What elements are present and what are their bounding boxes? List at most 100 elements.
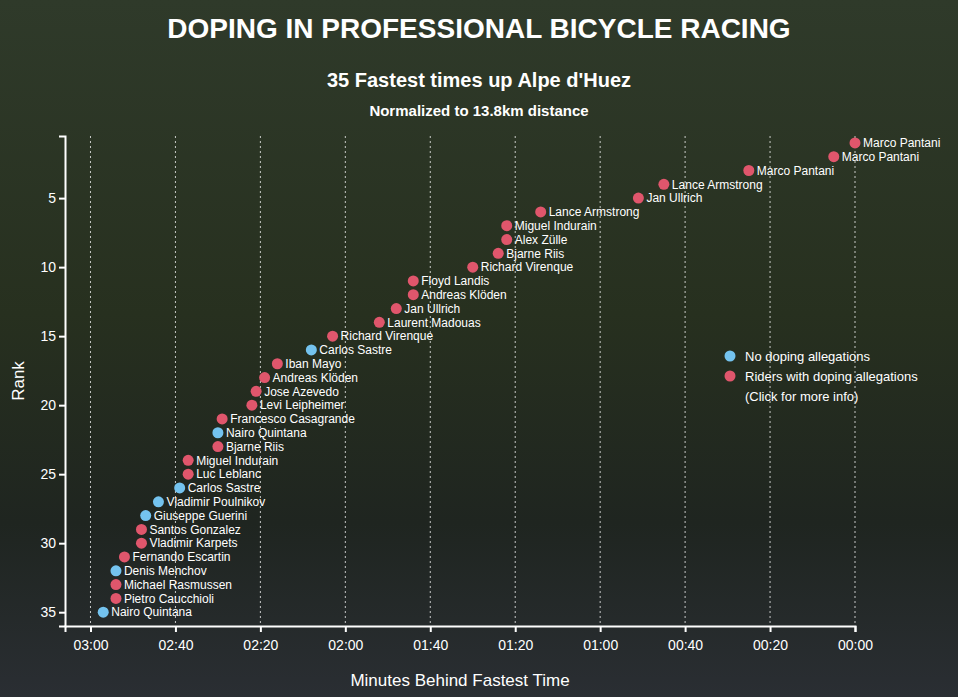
y-tick-mark bbox=[59, 543, 65, 545]
x-tick-label: 03:00 bbox=[73, 637, 108, 653]
point-label: Carlos Sastre bbox=[188, 481, 261, 495]
x-tick-label: 00:00 bbox=[838, 637, 873, 653]
subtitle: 35 Fastest times up Alpe d'Huez bbox=[327, 69, 631, 91]
x-tick-label: 02:00 bbox=[328, 637, 363, 653]
point[interactable] bbox=[743, 165, 754, 176]
point-label: Floyd Landis bbox=[421, 274, 489, 288]
x-tick: 00:20 bbox=[753, 626, 788, 653]
y-tick-label: 30 bbox=[40, 535, 56, 551]
legend-note: (Click for more info) bbox=[745, 389, 858, 404]
point[interactable] bbox=[535, 206, 546, 217]
point-label: Richard Virenque bbox=[341, 329, 434, 343]
point-label: Marco Pantani bbox=[842, 150, 919, 164]
point-label: Lance Armstrong bbox=[672, 178, 763, 192]
point-label: Bjarne Riis bbox=[506, 247, 564, 261]
x-tick: 02:00 bbox=[328, 626, 363, 653]
point-label: Denis Menchov bbox=[124, 564, 207, 578]
y-tick-label: 5 bbox=[48, 190, 56, 206]
y-axis: 5101520253035 bbox=[40, 137, 65, 627]
y-tick-label: 15 bbox=[40, 328, 56, 344]
point[interactable] bbox=[136, 524, 147, 535]
x-tick-label: 00:40 bbox=[668, 637, 703, 653]
point-label: Vladimir Poulnikov bbox=[166, 495, 265, 509]
legend-label: No doping allegations bbox=[745, 349, 871, 364]
point[interactable] bbox=[374, 317, 385, 328]
point[interactable] bbox=[183, 469, 194, 480]
y-tick: 20 bbox=[40, 397, 65, 413]
point[interactable] bbox=[408, 275, 419, 286]
y-tick-mark bbox=[59, 198, 65, 200]
point bbox=[140, 510, 151, 521]
point[interactable] bbox=[633, 193, 644, 204]
y-tick: 35 bbox=[40, 604, 65, 620]
point[interactable] bbox=[658, 179, 669, 190]
point bbox=[153, 496, 164, 507]
y-tick-label: 20 bbox=[40, 397, 56, 413]
point-label: Carlos Sastre bbox=[319, 343, 392, 357]
point-label: Andreas Klöden bbox=[273, 371, 358, 385]
y-tick-mark bbox=[59, 405, 65, 407]
point[interactable] bbox=[259, 372, 270, 383]
point[interactable] bbox=[327, 331, 338, 342]
y-tick: 30 bbox=[40, 535, 65, 551]
legend-swatch bbox=[725, 351, 736, 362]
x-tick-label: 02:40 bbox=[158, 637, 193, 653]
point[interactable] bbox=[183, 455, 194, 466]
y-tick: 10 bbox=[40, 259, 65, 275]
point-label: Santos Gonzalez bbox=[149, 523, 240, 537]
point[interactable] bbox=[110, 593, 121, 604]
point[interactable] bbox=[408, 289, 419, 300]
point-label: Nairo Quintana bbox=[226, 426, 307, 440]
x-tick-mark bbox=[260, 626, 262, 632]
grid-line bbox=[685, 136, 686, 626]
point[interactable] bbox=[212, 441, 223, 452]
point-label: Andreas Klöden bbox=[421, 288, 506, 302]
point-label: Richard Virenque bbox=[481, 260, 574, 274]
y-tick: 5 bbox=[48, 190, 65, 206]
legend-swatch bbox=[725, 371, 736, 382]
point-label: Michael Rasmussen bbox=[124, 578, 232, 592]
point[interactable] bbox=[467, 262, 478, 273]
point[interactable] bbox=[110, 579, 121, 590]
x-tick: 01:00 bbox=[583, 626, 618, 653]
point-label: Bjarne Riis bbox=[226, 440, 284, 454]
x-tick-mark bbox=[345, 626, 347, 632]
point-label: Miguel Indurain bbox=[515, 219, 597, 233]
x-tick-mark bbox=[430, 626, 432, 632]
point-label: Pietro Caucchioli bbox=[124, 592, 214, 606]
point[interactable] bbox=[272, 358, 283, 369]
point-label: Jose Azevedo bbox=[264, 385, 339, 399]
point-label: Jan Ullrich bbox=[646, 191, 702, 205]
x-tick-mark bbox=[855, 626, 857, 632]
y-tick-mark bbox=[59, 474, 65, 476]
point[interactable] bbox=[850, 137, 861, 148]
point[interactable] bbox=[251, 386, 262, 397]
point-labels: Carlos Sastre Nairo Quintana Carlos Sastre… bbox=[111, 136, 940, 619]
point[interactable] bbox=[136, 538, 147, 549]
point[interactable] bbox=[391, 303, 402, 314]
point-label: Marco Pantani bbox=[863, 136, 940, 150]
point-label: Lance Armstrong bbox=[549, 205, 640, 219]
point-label: Iban Mayo bbox=[285, 357, 341, 371]
point[interactable] bbox=[828, 151, 839, 162]
point[interactable] bbox=[501, 234, 512, 245]
legend: No doping allegationsRiders with doping … bbox=[725, 349, 919, 404]
point[interactable] bbox=[217, 413, 228, 424]
x-tick: 03:00 bbox=[73, 626, 108, 653]
point[interactable] bbox=[501, 220, 512, 231]
point-label: Vladimir Karpets bbox=[149, 536, 237, 550]
point-label: Marco Pantani bbox=[757, 164, 834, 178]
x-axis-line bbox=[66, 627, 856, 633]
x-tick-label: 01:20 bbox=[498, 637, 533, 653]
x-tick-label: 01:40 bbox=[413, 637, 448, 653]
point[interactable] bbox=[119, 551, 130, 562]
subtitle-2: Normalized to 13.8km distance bbox=[369, 102, 588, 119]
point[interactable] bbox=[493, 248, 504, 259]
x-tick: 00:00 bbox=[838, 626, 873, 653]
point-label: Giuseppe Guerini bbox=[154, 509, 247, 523]
point-label: Luc Leblanc bbox=[196, 467, 261, 481]
point[interactable] bbox=[246, 400, 257, 411]
point bbox=[98, 607, 109, 618]
point-label: Miguel Indurain bbox=[196, 454, 278, 468]
y-tick-label: 35 bbox=[40, 604, 56, 620]
